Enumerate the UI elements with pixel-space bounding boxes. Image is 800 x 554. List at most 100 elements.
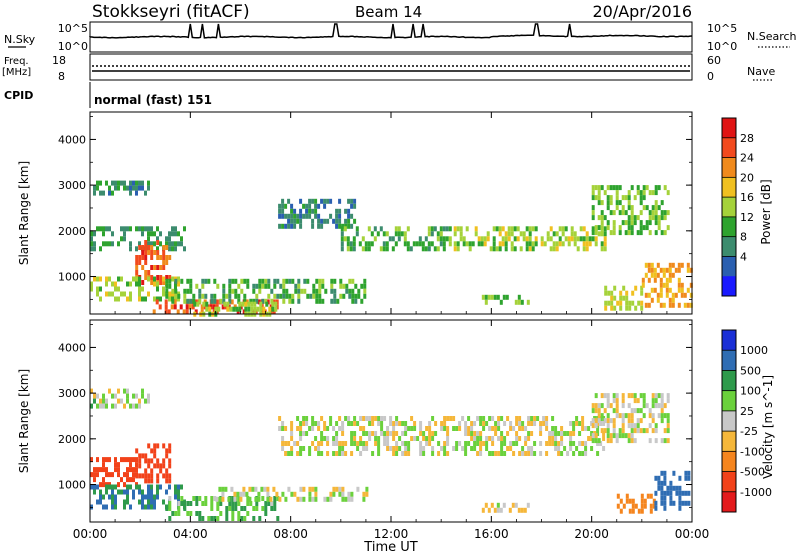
heatmap-cell-6 [410, 416, 414, 421]
heatmap-cell-9 [456, 226, 460, 232]
heatmap-cell-6 [338, 426, 342, 431]
heatmap-cell-2 [141, 280, 145, 285]
heatmap-cell-7 [323, 198, 327, 204]
heatmap-cell-2 [144, 245, 148, 250]
heatmap-cell-5 [302, 486, 306, 492]
heatmap-cell-5 [312, 293, 316, 299]
heatmap-cell-10 [630, 205, 634, 211]
heatmap-cell-8 [499, 507, 503, 513]
heatmap-cell-6 [253, 306, 257, 312]
heatmap-cell-9 [492, 226, 496, 232]
heatmap-cell-0 [105, 398, 108, 404]
heatmap-cell-0 [108, 185, 111, 191]
heatmap-cell-2 [150, 458, 154, 464]
heatmap-cell-2 [165, 245, 169, 250]
heatmap-cell-5 [255, 293, 259, 299]
heatmap-cell-4 [198, 496, 202, 501]
heatmap-cell-1 [132, 467, 135, 473]
heatmap-cell-13 [641, 282, 645, 288]
heatmap-cell-6 [473, 441, 477, 446]
heatmap-cell-7 [320, 218, 324, 224]
heatmap-cell-5 [314, 491, 318, 497]
heatmap-cell-6 [365, 441, 369, 446]
heatmap-cell-6 [434, 421, 438, 426]
heatmap-cell-7 [657, 413, 661, 419]
heatmap-cell-5 [221, 496, 225, 502]
heatmap-cell-10 [660, 210, 664, 216]
heatmap-cell-6 [407, 446, 411, 451]
heatmap-cell-5 [255, 283, 259, 289]
heatmap-cell-5 [341, 486, 345, 492]
heatmap-cell-6 [443, 421, 447, 426]
heatmap-cell-6 [428, 436, 432, 441]
heatmap-cell-5 [347, 491, 351, 497]
heatmap-cell-4 [270, 501, 274, 506]
heatmap-cell-3 [99, 276, 102, 282]
heatmap-cell-5 [333, 298, 337, 304]
heatmap-cell-4 [210, 501, 214, 506]
heatmap-cell-7 [600, 428, 604, 434]
heatmap-cell-1 [123, 472, 126, 478]
heatmap-cell-4 [216, 501, 220, 506]
heatmap-cell-8 [352, 236, 356, 242]
heatmap-cell-5 [249, 298, 253, 304]
heatmap-cell-12 [610, 305, 614, 311]
heatmap-cell-10 [663, 470, 667, 476]
heatmap-cell-5 [215, 496, 219, 502]
heatmap-cell-2 [141, 245, 145, 250]
heatmap-cell-12 [613, 305, 617, 311]
colorbar-tick-label: 16 [740, 191, 754, 204]
heatmap-cell-6 [443, 451, 447, 456]
heatmap-cell-6 [422, 446, 426, 451]
heatmap-cell-6 [281, 426, 285, 431]
heatmap-cell-7 [278, 213, 282, 219]
heatmap-cell-9 [468, 241, 472, 247]
heatmap-cell-5 [350, 491, 354, 497]
heatmap-cell-7 [323, 203, 327, 209]
heatmap-cell-0 [141, 388, 144, 394]
heatmap-cell-0 [135, 393, 138, 399]
heatmap-cell-5 [201, 278, 205, 284]
heatmap-cell-0 [141, 180, 144, 186]
heatmap-cell-10 [687, 475, 691, 481]
heatmap-cell-11 [502, 294, 506, 300]
heatmap-cell-0 [120, 398, 123, 404]
heatmap-cell-2 [156, 255, 160, 260]
heatmap-cell-10 [636, 190, 640, 196]
heatmap-cell-6 [380, 421, 384, 426]
heatmap-cell-4 [228, 501, 232, 506]
heatmap-cell-5 [287, 486, 291, 492]
heatmap-cell-5 [270, 288, 274, 294]
heatmap-cell-6 [578, 441, 582, 446]
heatmap-cell-9 [591, 236, 595, 242]
heatmap-cell-3 [165, 489, 168, 495]
heatmap-cell-5 [285, 278, 289, 284]
heatmap-cell-6 [494, 421, 498, 426]
heatmap-cell-4 [261, 496, 265, 501]
heatmap-cell-6 [302, 431, 306, 436]
heatmap-cell-3 [111, 291, 114, 297]
heatmap-cell-0 [93, 398, 96, 404]
heatmap-cell-2 [144, 458, 148, 464]
heatmap-cell-7 [642, 398, 646, 404]
heatmap-cell-1 [96, 457, 99, 463]
heatmap-cell-12 [631, 300, 635, 306]
heatmap-cell-10 [663, 475, 667, 481]
heatmap-cell-3 [99, 499, 102, 505]
heatmap-cell-2 [147, 473, 151, 479]
heatmap-cell-2 [141, 255, 145, 260]
heatmap-cell-6 [464, 426, 468, 431]
heatmap-cell-9 [504, 246, 508, 252]
heatmap-cell-8 [445, 236, 449, 242]
heatmap-cell-5 [269, 496, 273, 502]
heatmap-cell-8 [406, 226, 410, 232]
heatmap-cell-0 [108, 190, 111, 196]
heatmap-cell-11 [499, 299, 503, 305]
heatmap-cell-2 [162, 250, 166, 255]
heatmap-cell-13 [656, 272, 660, 278]
heatmap-cell-6 [539, 451, 543, 456]
heatmap-cell-9 [561, 241, 565, 247]
heatmap-cell-7 [657, 393, 661, 399]
nave-label: Nave [747, 65, 775, 78]
heatmap-cell-2 [165, 260, 169, 265]
